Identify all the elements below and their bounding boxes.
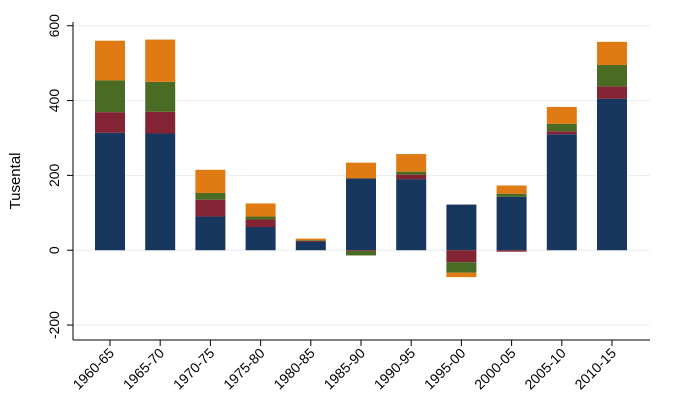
- bar-segment: [446, 262, 477, 273]
- bar-segment: [546, 134, 577, 251]
- x-tick-label: 1990-95: [371, 345, 419, 393]
- y-axis: -200 0 200 400 600: [46, 14, 74, 340]
- bar-segment: [597, 65, 627, 87]
- bar-segment: [245, 216, 276, 220]
- x-tick-label: 1960-65: [69, 345, 117, 393]
- bar-segment: [396, 174, 427, 180]
- bar-segment: [346, 178, 376, 251]
- bar-segment: [245, 227, 276, 251]
- bar-segment: [496, 250, 527, 252]
- bar-segment: [95, 40, 125, 81]
- x-tick-label: 1975-80: [220, 345, 268, 393]
- bar-segment: [597, 41, 627, 66]
- bar-segment: [195, 192, 226, 200]
- bar-segment: [195, 199, 226, 217]
- bar-segment: [496, 185, 527, 194]
- bar-segment: [195, 169, 226, 193]
- x-axis: 1960-65 1965-70 1970-75 1975-80 1980-85 1985-…: [69, 339, 650, 393]
- bar-segment: [446, 272, 477, 278]
- y-tick-label: -200: [46, 311, 62, 339]
- bar-segment: [145, 39, 176, 82]
- y-tick-label: 0: [46, 246, 62, 254]
- x-tick-label: 1980-85: [270, 345, 318, 393]
- bar-segment: [396, 154, 427, 172]
- bar-segment: [245, 219, 276, 228]
- bar-segment: [496, 193, 527, 197]
- bar-segment: [396, 171, 427, 175]
- bar-segment: [245, 203, 276, 217]
- bar-segment: [295, 240, 326, 242]
- bar-segment: [446, 250, 477, 263]
- bar-segment: [546, 131, 577, 135]
- bar-segment: [95, 112, 125, 133]
- x-tick-label: 1995-00: [421, 345, 469, 393]
- bar-segment: [546, 123, 577, 132]
- bar-segment: [195, 216, 226, 251]
- bar-segment: [346, 162, 376, 179]
- bar-segment: [546, 106, 577, 124]
- bar-segment: [295, 238, 326, 241]
- x-tick-label: 2010-15: [571, 345, 619, 393]
- bar-segment: [95, 132, 125, 251]
- bar-segment: [145, 133, 176, 251]
- x-tick-label: 1970-75: [170, 345, 218, 393]
- bar-segment: [295, 240, 326, 241]
- bar-segment: [446, 204, 477, 251]
- bar-segment: [95, 80, 125, 113]
- bar-segment: [396, 179, 427, 251]
- x-tick-label: 1985-90: [320, 345, 368, 393]
- bar-segment: [346, 250, 376, 251]
- bars: [95, 39, 627, 278]
- y-axis-label: Tusental: [7, 153, 24, 210]
- x-tick-label: 2005-10: [521, 345, 569, 393]
- bar-segment: [597, 86, 627, 99]
- bar-segment: [346, 250, 376, 256]
- y-tick-label: 200: [46, 163, 62, 187]
- x-tick-label: 1965-70: [120, 345, 168, 393]
- bar-segment: [145, 111, 176, 134]
- bar-segment: [597, 98, 627, 251]
- bar-segment: [145, 81, 176, 112]
- bar-segment: [295, 241, 326, 251]
- y-tick-label: 600: [46, 14, 62, 38]
- y-tick-label: 400: [46, 89, 62, 113]
- x-tick-label: 2000-05: [471, 345, 519, 393]
- bar-segment: [496, 196, 527, 251]
